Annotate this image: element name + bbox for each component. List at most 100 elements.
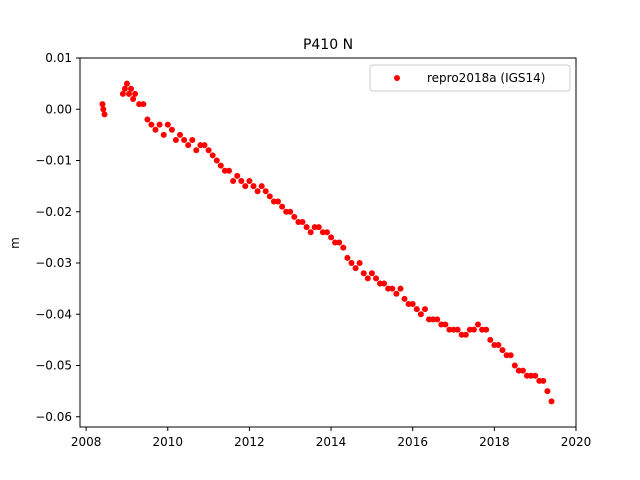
- data-point: [299, 219, 306, 225]
- legend-box: [369, 64, 571, 92]
- data-point: [397, 285, 404, 292]
- data-point: [454, 326, 461, 333]
- data-point: [221, 167, 228, 174]
- data-point: [295, 219, 302, 225]
- data-point: [340, 244, 347, 251]
- y-axis-label: m: [8, 237, 22, 249]
- data-point: [205, 147, 212, 154]
- y-tick-label: 0.00: [45, 102, 72, 116]
- data-point: [487, 336, 494, 343]
- data-point: [181, 137, 188, 143]
- data-point: [160, 131, 167, 138]
- data-point: [422, 306, 428, 313]
- y-tick-label: −0.06: [35, 410, 72, 424]
- data-point: [197, 142, 204, 149]
- data-point: [132, 90, 139, 97]
- data-point: [185, 142, 192, 149]
- data-point: [348, 260, 355, 266]
- data-point: [217, 162, 224, 169]
- x-tick-label: 2020: [561, 435, 592, 449]
- data-point: [381, 280, 388, 287]
- data-point: [270, 198, 277, 205]
- data-point: [148, 121, 155, 128]
- data-point: [254, 188, 261, 195]
- data-point: [156, 121, 163, 128]
- data-point: [336, 239, 343, 246]
- data-point: [442, 321, 449, 328]
- data-point: [544, 388, 551, 395]
- data-point: [130, 96, 137, 102]
- data-point: [164, 121, 171, 128]
- chart-title: P410 N: [303, 37, 353, 53]
- data-point: [136, 101, 143, 108]
- data-point: [234, 172, 241, 179]
- data-point: [364, 275, 371, 282]
- data-point: [483, 326, 490, 333]
- data-point: [238, 178, 245, 184]
- data-point: [475, 321, 481, 328]
- data-point: [152, 126, 159, 133]
- y-tick-label: −0.04: [35, 307, 72, 321]
- x-tick-label: 2012: [234, 435, 265, 449]
- data-point: [360, 270, 367, 277]
- data-point: [230, 178, 237, 184]
- data-point: [258, 183, 265, 190]
- y-tick-label: −0.03: [35, 256, 72, 270]
- x-tick-label: 2014: [316, 435, 347, 449]
- data-point: [377, 280, 383, 287]
- y-tick-label: −0.05: [35, 359, 72, 373]
- data-point: [389, 285, 396, 292]
- data-point: [193, 147, 200, 154]
- y-axis: 0.01 0.00 −0.01 −0.02 −0.03 −0.04 −0.05 −0.06: [35, 51, 80, 424]
- data-point: [250, 183, 257, 190]
- data-point: [405, 301, 412, 307]
- y-tick-label: 0.01: [45, 51, 72, 65]
- x-tick-label: 2018: [479, 435, 510, 449]
- data-point: [172, 137, 179, 143]
- data-point: [540, 377, 547, 384]
- x-tick-label: 2008: [71, 435, 102, 449]
- data-point: [303, 224, 310, 231]
- data-point: [168, 126, 175, 133]
- data-point: [519, 367, 526, 374]
- data-point: [356, 260, 363, 266]
- data-point: [279, 203, 286, 210]
- data-point: [287, 208, 294, 215]
- legend-marker: [394, 75, 400, 81]
- data-point: [548, 398, 555, 405]
- x-tick-label: 2016: [397, 435, 428, 449]
- data-point: [409, 301, 416, 307]
- data-point: [426, 316, 432, 323]
- data-point: [99, 101, 106, 108]
- data-point: [438, 321, 445, 328]
- data-point: [470, 326, 477, 333]
- data-point: [275, 198, 281, 205]
- data-point: [324, 229, 330, 236]
- data-point: [266, 193, 273, 200]
- data-point: [393, 290, 400, 297]
- data-point: [462, 331, 469, 338]
- data-point: [226, 167, 232, 174]
- data-point: [328, 234, 335, 241]
- data-point: [332, 239, 339, 246]
- data-point: [368, 270, 375, 277]
- plot-frame: [79, 57, 577, 428]
- data-point: [140, 101, 147, 108]
- data-point: [315, 224, 322, 231]
- legend-label: repro2018a (IGS14): [427, 71, 545, 85]
- data-point: [515, 367, 522, 374]
- data-points: [99, 80, 555, 405]
- data-point: [119, 90, 126, 97]
- data-point: [101, 111, 108, 118]
- data-point: [209, 152, 216, 159]
- data-point: [507, 352, 514, 359]
- data-point: [291, 213, 298, 220]
- data-point: [144, 116, 151, 123]
- legend: repro2018a (IGS14): [369, 64, 571, 92]
- data-point: [446, 326, 453, 333]
- data-point: [495, 342, 502, 348]
- x-tick-label: 2010: [152, 435, 183, 449]
- data-point: [121, 85, 128, 92]
- data-point: [128, 85, 134, 92]
- data-point: [213, 157, 220, 164]
